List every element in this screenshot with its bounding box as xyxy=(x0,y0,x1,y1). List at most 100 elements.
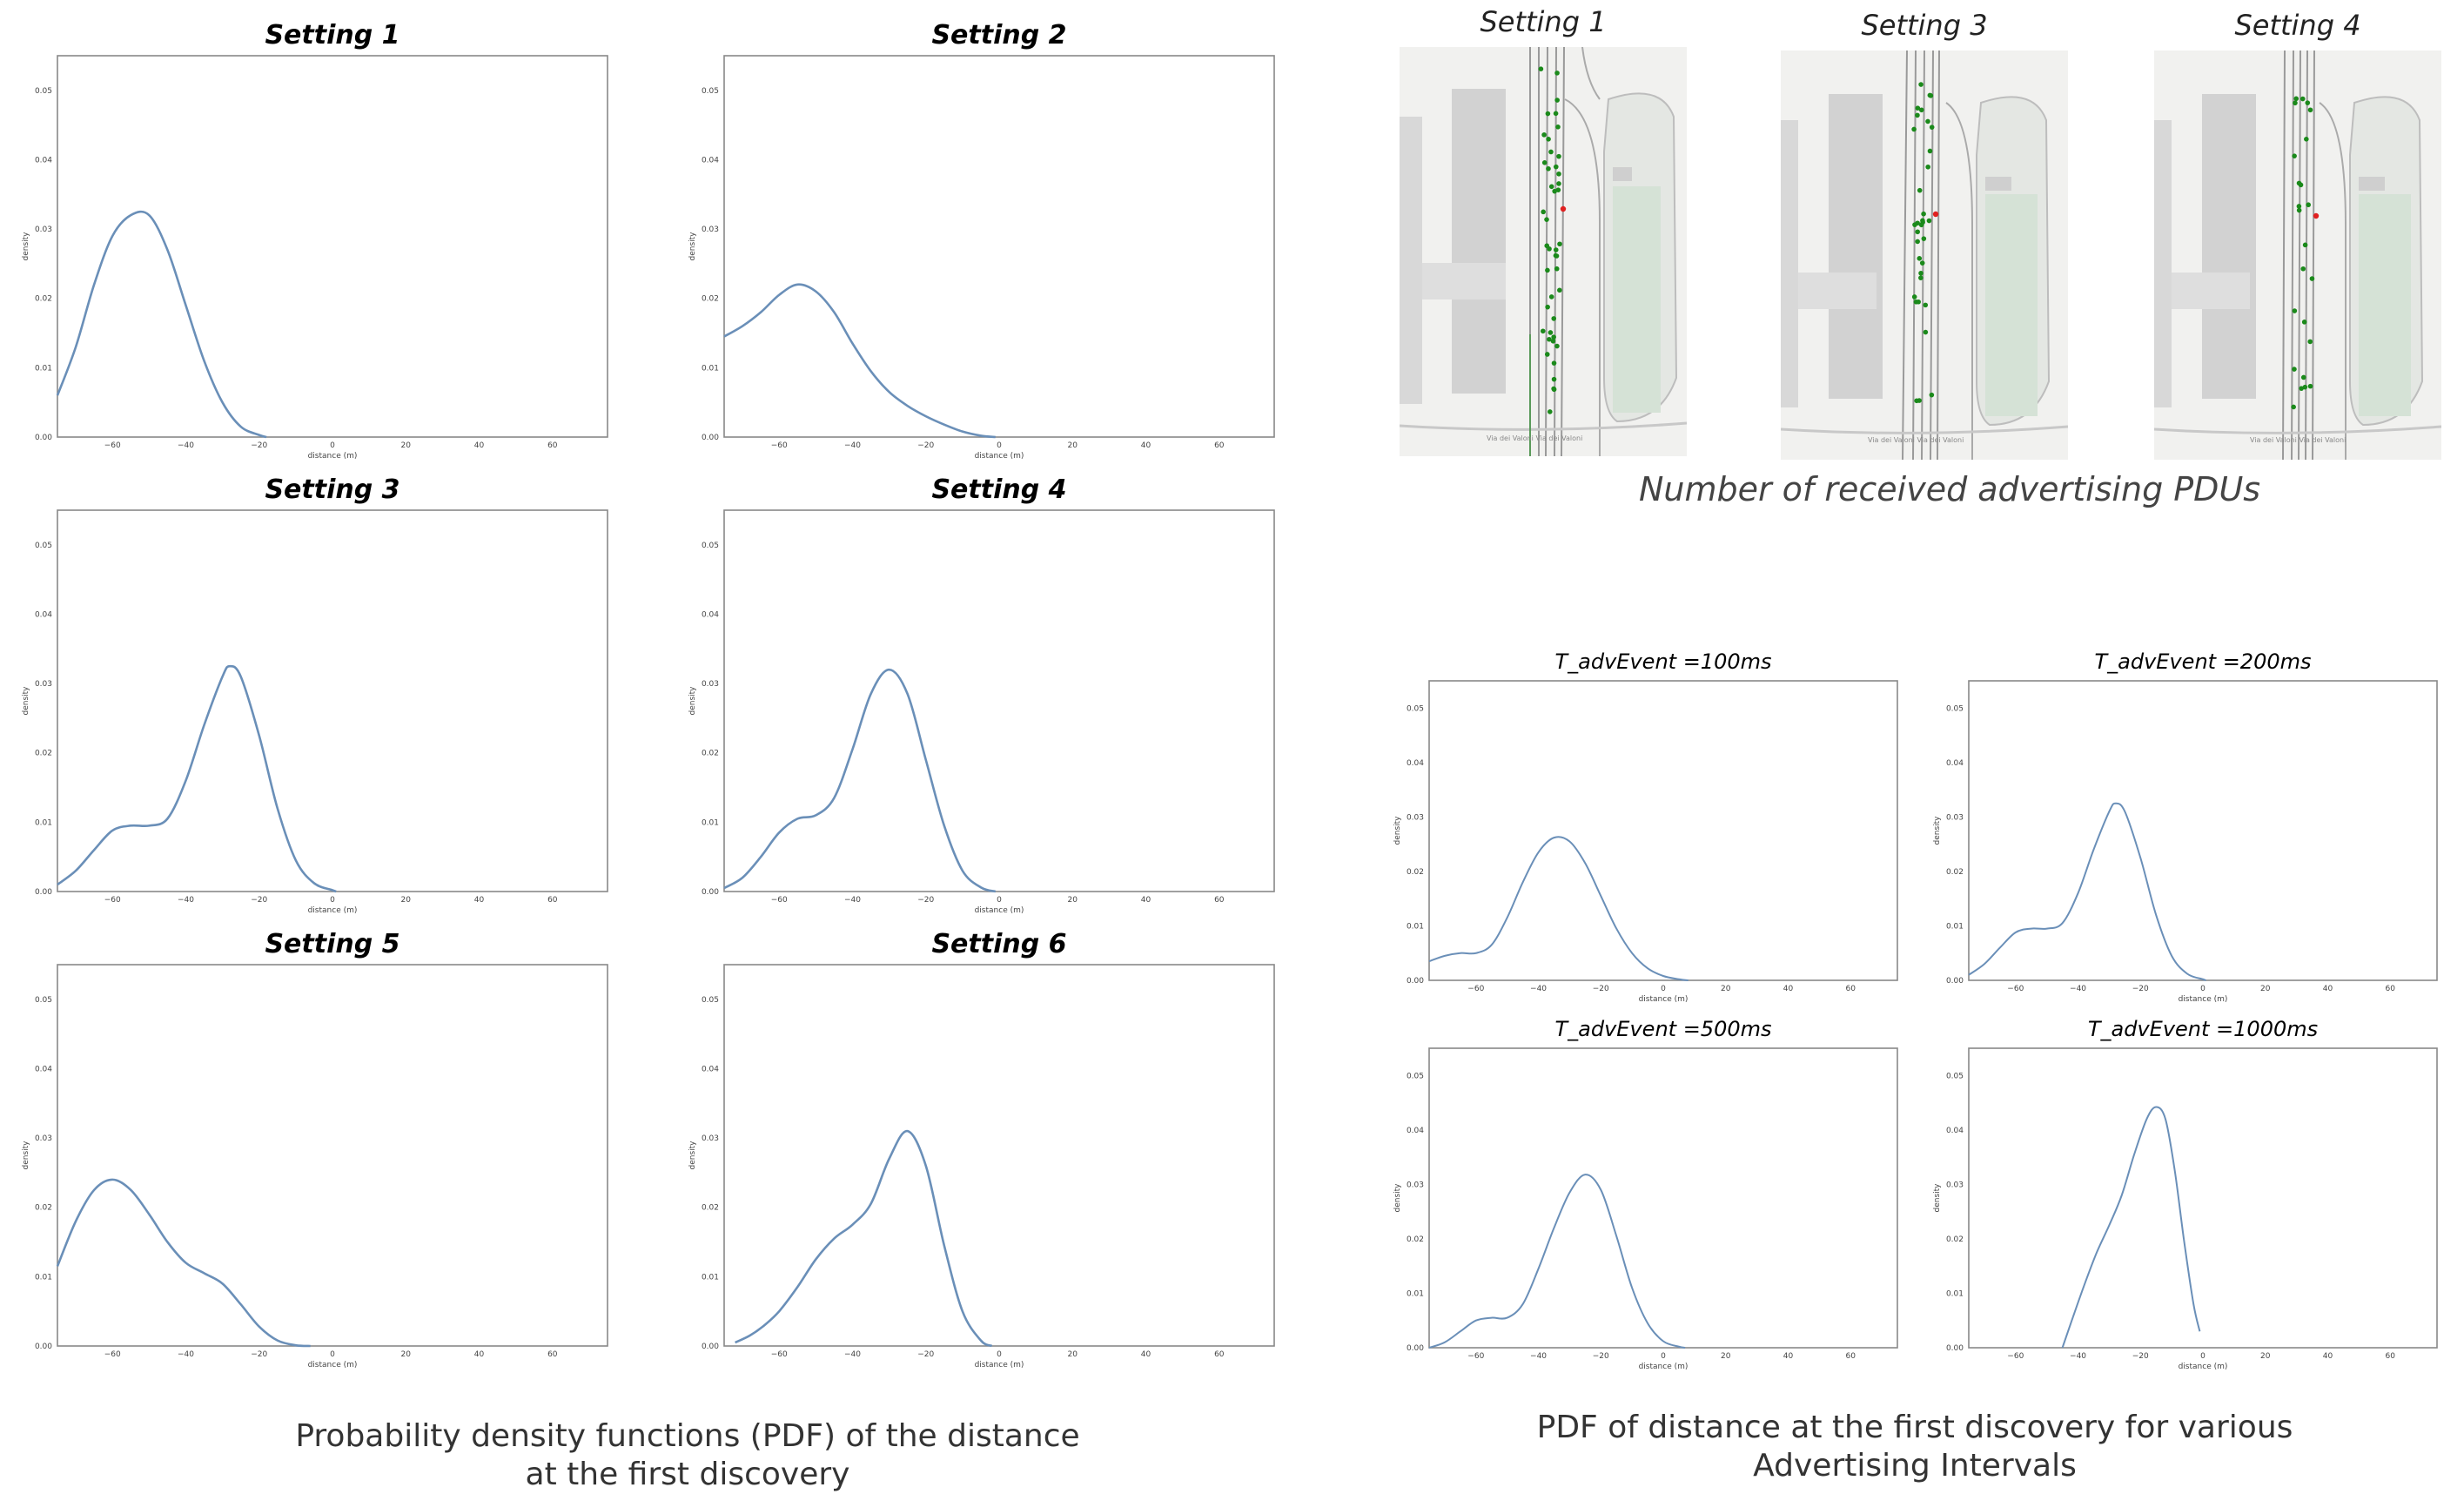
y-tick-label: 0.03 xyxy=(1407,1181,1424,1189)
map-marker-green xyxy=(1541,160,1548,165)
map-marker-green xyxy=(1546,137,1551,142)
map-marker-green xyxy=(1915,229,1920,235)
y-tick-label: 0.05 xyxy=(35,996,52,1005)
density-curve xyxy=(2061,1106,2201,1349)
map-marker-green xyxy=(1548,294,1554,299)
map-marker-green xyxy=(1551,386,1556,392)
x-tick-label: −60 xyxy=(1467,1352,1484,1361)
y-tick-label: 0.03 xyxy=(702,225,719,234)
map-marker-green xyxy=(2296,207,2302,213)
x-tick-label: −20 xyxy=(917,441,934,450)
map-marker-green xyxy=(2302,384,2308,390)
x-tick-label: −40 xyxy=(178,441,194,450)
plot-frame xyxy=(723,964,1275,1347)
map-marker-green xyxy=(1541,209,1546,215)
map-street-label: Via dei Valoni Via dei Valoni xyxy=(1868,436,1964,444)
map-marker-green xyxy=(1915,105,1921,111)
x-tick-label: −20 xyxy=(251,896,267,905)
map-marker-green xyxy=(1544,352,1550,357)
y-tick-label: 0.05 xyxy=(1407,1072,1424,1080)
y-tick-label: 0.00 xyxy=(702,888,719,897)
y-tick-label: 0.01 xyxy=(1946,922,1964,931)
x-tick-label: 20 xyxy=(1068,896,1078,905)
y-tick-label: 0.04 xyxy=(1946,1127,1964,1135)
chart-title: Setting 2 xyxy=(931,20,1066,50)
map-marker-green xyxy=(1545,111,1551,117)
map-marker-green xyxy=(1548,330,1554,335)
chart-advevent-500ms: T_advEvent =500ms −60 −40 −20 0 20 40 60 0.00 0.0… xyxy=(1393,1017,1898,1371)
map-marker-green xyxy=(2293,100,2298,106)
map-title-3: Setting 4 xyxy=(2234,9,2361,42)
map-marker-green xyxy=(1555,124,1561,130)
density-curve xyxy=(57,664,337,893)
map-marker-green xyxy=(1555,187,1561,192)
x-tick-label: −20 xyxy=(917,1350,934,1359)
map-setting-4: Via dei Valoni Via dei Valoni xyxy=(2154,50,2441,460)
chart-advevent-200ms: T_advEvent =200ms −60 −40 −20 0 20 40 60 0.00 0.0… xyxy=(1933,649,2438,1004)
map-marker-green xyxy=(2307,107,2313,113)
map-marker-green xyxy=(1554,343,1560,349)
x-tick-label: −40 xyxy=(844,896,861,905)
map-marker-green xyxy=(1918,270,1924,276)
map-marker-green xyxy=(1923,302,1929,308)
x-tick-label: −40 xyxy=(844,1350,861,1359)
map-marker-green xyxy=(1557,241,1562,247)
x-tick-label: 40 xyxy=(2323,985,2333,993)
map-marker-green xyxy=(1547,246,1552,252)
x-tick-label: 20 xyxy=(1068,1350,1078,1359)
map-marker-green xyxy=(1554,98,1560,103)
density-curve xyxy=(56,1178,311,1348)
y-axis-label: density xyxy=(1393,816,1402,845)
x-tick-label: −60 xyxy=(104,441,121,450)
y-tick-label: 0.04 xyxy=(1946,759,1964,768)
chart-title: T_advEvent =200ms xyxy=(2095,649,2312,674)
map-marker-green xyxy=(1538,66,1544,71)
y-axis-label: density xyxy=(1933,1183,1942,1213)
y-tick-label: 0.00 xyxy=(702,1343,719,1351)
y-tick-label: 0.01 xyxy=(1946,1289,1964,1298)
map-marker-green xyxy=(1556,153,1561,159)
map-marker-red xyxy=(1560,205,1567,212)
y-tick-label: 0.05 xyxy=(35,87,52,96)
y-tick-label: 0.01 xyxy=(35,364,52,373)
y-axis-label: density xyxy=(688,232,697,261)
chart-setting-1: Setting 1 −60 −40 −20 0 20 40 60 0.00 0.01 0.02 0.0… xyxy=(22,20,608,461)
y-tick-label: 0.02 xyxy=(702,750,719,758)
map-marker-green xyxy=(1541,132,1547,138)
map-marker-green xyxy=(2301,320,2307,325)
y-tick-label: 0.02 xyxy=(1407,868,1424,877)
map-marker-green xyxy=(1923,329,1929,335)
x-tick-label: −20 xyxy=(2132,985,2149,993)
x-tick-label: 20 xyxy=(401,896,412,905)
y-tick-label: 0.05 xyxy=(702,996,719,1005)
map-marker-green xyxy=(1553,111,1559,117)
chart-title: Setting 5 xyxy=(265,929,399,959)
x-tick-label: −40 xyxy=(178,896,194,905)
x-tick-label: 60 xyxy=(1845,1352,1856,1361)
map-marker-green xyxy=(2306,202,2311,208)
map-marker-green xyxy=(2293,96,2300,102)
y-tick-label: 0.04 xyxy=(1407,759,1424,768)
map-marker-green xyxy=(1915,239,1920,245)
map-marker-green xyxy=(1551,376,1557,382)
map-marker-green xyxy=(2300,374,2306,380)
map-marker-green xyxy=(2298,182,2304,188)
map-street-label: Via dei Valoni Via dei Valoni xyxy=(1487,434,1582,442)
x-tick-label: 40 xyxy=(474,441,485,450)
x-tick-label: −60 xyxy=(2007,985,2024,993)
map-marker-green xyxy=(2292,153,2297,158)
y-tick-label: 0.01 xyxy=(1407,922,1424,931)
x-tick-label: 0 xyxy=(330,896,335,905)
x-tick-label: −20 xyxy=(917,896,934,905)
y-axis-label: density xyxy=(22,686,30,716)
x-tick-label: 60 xyxy=(547,896,558,905)
map-marker-green xyxy=(1551,334,1556,340)
y-tick-label: 0.02 xyxy=(702,1204,719,1213)
chart-setting-6: Setting 6 −60 −40 −20 0 20 40 60 0.00 0.01 0.02 0.0… xyxy=(688,929,1275,1370)
map-marker-green xyxy=(1556,171,1561,177)
plot-frame xyxy=(1968,680,2438,981)
plot-frame xyxy=(57,55,608,438)
x-tick-label: 40 xyxy=(1141,896,1151,905)
x-tick-label: −40 xyxy=(1530,985,1547,993)
x-tick-label: 40 xyxy=(1141,1350,1151,1359)
